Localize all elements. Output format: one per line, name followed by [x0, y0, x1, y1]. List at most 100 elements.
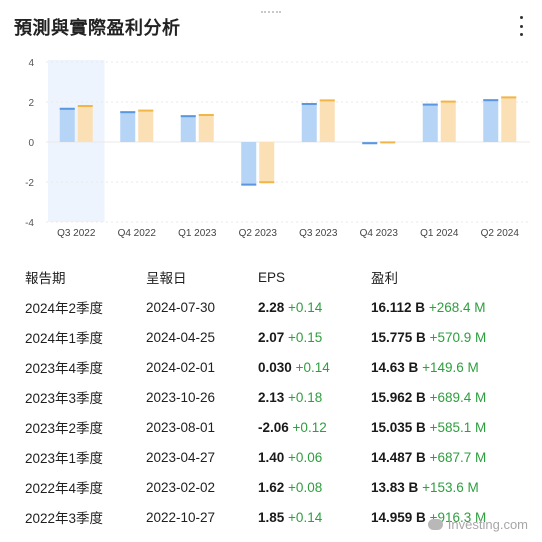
- cell-eps: 1.85 +0.14: [258, 510, 371, 525]
- revenue-value: 15.775 B: [371, 329, 426, 345]
- estimate-bar: [59, 107, 75, 142]
- estimate-bar-edge: [362, 142, 378, 145]
- cell-period: 2023年3季度: [25, 391, 104, 406]
- eps-diff: +0.18: [288, 389, 323, 405]
- table-row: 2022年4季度 2023-02-02 1.62 +0.08 13.83 B +153…: [25, 472, 535, 502]
- estimate-bar-edge: [422, 103, 438, 106]
- cell-date: 2023-10-26: [146, 389, 216, 405]
- cell-period: 2024年2季度: [25, 301, 104, 316]
- actual-bar: [440, 100, 456, 142]
- cell-period: 2024年1季度: [25, 331, 104, 346]
- cell-revenue: 14.63 B +149.6 M: [371, 360, 531, 375]
- y-tick-label: 4: [28, 58, 34, 69]
- table-row: 2023年3季度 2023-10-26 2.13 +0.18 15.962 B +68…: [25, 382, 535, 412]
- cell-eps: -2.06 +0.12: [258, 420, 371, 435]
- actual-bar: [138, 109, 154, 142]
- cell-date: 2023-02-02: [146, 479, 216, 495]
- revenue-value: 14.63 B: [371, 359, 419, 375]
- actual-bar: [198, 114, 214, 142]
- revenue-diff: +268.4 M: [428, 299, 486, 315]
- cell-revenue: 14.959 B +916.3 M: [371, 510, 531, 525]
- estimate-bar: [483, 99, 499, 142]
- header-revenue: 盈利: [371, 271, 398, 286]
- actual-bar-edge: [77, 105, 93, 107]
- revenue-diff: +916.3 M: [429, 509, 487, 525]
- cell-eps: 2.07 +0.15: [258, 330, 371, 345]
- eps-diff: +0.14: [288, 509, 323, 525]
- header-eps: EPS: [258, 269, 286, 285]
- estimate-bar: [120, 111, 136, 142]
- actual-bar-edge: [138, 109, 154, 112]
- actual-bar: [77, 105, 93, 142]
- revenue-diff: +687.7 M: [429, 449, 487, 465]
- estimate-bar: [180, 115, 196, 142]
- header-period: 報告期: [25, 271, 66, 286]
- cell-date: 2023-04-27: [146, 449, 216, 465]
- cell-period: 2022年4季度: [25, 481, 104, 496]
- table-row: 2022年3季度 2022-10-27 1.85 +0.14 14.959 B +91…: [25, 502, 535, 532]
- cell-revenue: 16.112 B +268.4 M: [371, 300, 531, 315]
- x-tick-label: Q3 2023: [299, 228, 338, 239]
- y-tick-label: 2: [28, 98, 34, 109]
- y-tick-label: -2: [25, 178, 34, 189]
- eps-value: 1.85: [258, 509, 285, 525]
- eps-value: -2.06: [258, 419, 289, 435]
- actual-bar-edge: [259, 181, 275, 184]
- cell-date: 2024-04-25: [146, 329, 216, 345]
- actual-bar: [319, 99, 335, 142]
- revenue-diff: +570.9 M: [429, 329, 487, 345]
- cell-period: 2023年4季度: [25, 361, 104, 376]
- cell-eps: 1.62 +0.08: [258, 480, 371, 495]
- widget-title: 預測與實際盈利分析: [14, 18, 181, 38]
- more-options-icon[interactable]: [514, 16, 528, 36]
- x-tick-label: Q4 2023: [360, 228, 399, 239]
- revenue-diff: +585.1 M: [429, 419, 487, 435]
- cell-eps: 1.40 +0.06: [258, 450, 371, 465]
- revenue-value: 14.959 B: [371, 509, 426, 525]
- revenue-diff: +153.6 M: [422, 479, 479, 495]
- estimate-bar-edge: [59, 107, 75, 110]
- eps-diff: +0.08: [288, 479, 323, 495]
- actual-bar: [259, 142, 275, 184]
- table-row: 2023年2季度 2023-08-01 -2.06 +0.12 15.035 B +5…: [25, 412, 535, 442]
- estimate-bar: [241, 142, 257, 186]
- cell-eps: 2.13 +0.18: [258, 390, 371, 405]
- actual-bar-edge: [198, 114, 214, 116]
- x-tick-label: Q1 2023: [178, 228, 217, 239]
- eps-value: 1.62: [258, 479, 285, 495]
- revenue-value: 15.035 B: [371, 419, 426, 435]
- table-header-row: 報告期 呈報日 EPS 盈利: [25, 262, 535, 292]
- cell-period: 2023年2季度: [25, 421, 104, 436]
- actual-bar: [501, 96, 517, 142]
- eps-value: 2.07: [258, 329, 285, 345]
- revenue-value: 15.962 B: [371, 389, 426, 405]
- y-tick-label: 0: [28, 138, 34, 149]
- eps-value: 1.40: [258, 449, 285, 465]
- estimate-bar-edge: [241, 183, 257, 186]
- table-row: 2023年4季度 2024-02-01 0.030 +0.14 14.63 B +14…: [25, 352, 535, 382]
- cell-revenue: 13.83 B +153.6 M: [371, 480, 531, 495]
- estimate-bar-edge: [483, 99, 499, 102]
- cell-date: 2024-02-01: [146, 359, 216, 375]
- actual-bar-edge: [319, 99, 335, 102]
- revenue-diff: +689.4 M: [429, 389, 487, 405]
- drag-handle[interactable]: [261, 11, 281, 15]
- eps-diff: +0.12: [292, 419, 327, 435]
- revenue-value: 13.83 B: [371, 479, 419, 495]
- cell-eps: 0.030 +0.14: [258, 360, 371, 375]
- watermark: Investing.com: [427, 517, 528, 532]
- earnings-bar-chart: 4 2 0 -2 -4 Q3 2022 Q4 2022 Q1 2023 Q2 2023 Q3 20…: [25, 58, 530, 239]
- eps-value: 0.030: [258, 359, 292, 375]
- wechat-icon: [427, 519, 443, 530]
- revenue-diff: +149.6 M: [422, 359, 479, 375]
- table-row: 2024年2季度 2024-07-30 2.28 +0.14 16.112 B +26…: [25, 292, 535, 322]
- cell-revenue: 14.487 B +687.7 M: [371, 450, 531, 465]
- table-row: 2024年1季度 2024-04-25 2.07 +0.15 15.775 B +57…: [25, 322, 535, 352]
- revenue-value: 16.112 B: [371, 299, 426, 315]
- cell-revenue: 15.962 B +689.4 M: [371, 390, 531, 405]
- x-tick-label: Q4 2022: [118, 228, 157, 239]
- earnings-table: 報告期 呈報日 EPS 盈利 2024年2季度 2024-07-30 2.28 +0…: [25, 262, 535, 532]
- x-tick-label: Q2 2024: [481, 228, 520, 239]
- cell-date: 2022-10-27: [146, 509, 216, 525]
- revenue-value: 14.487 B: [371, 449, 426, 465]
